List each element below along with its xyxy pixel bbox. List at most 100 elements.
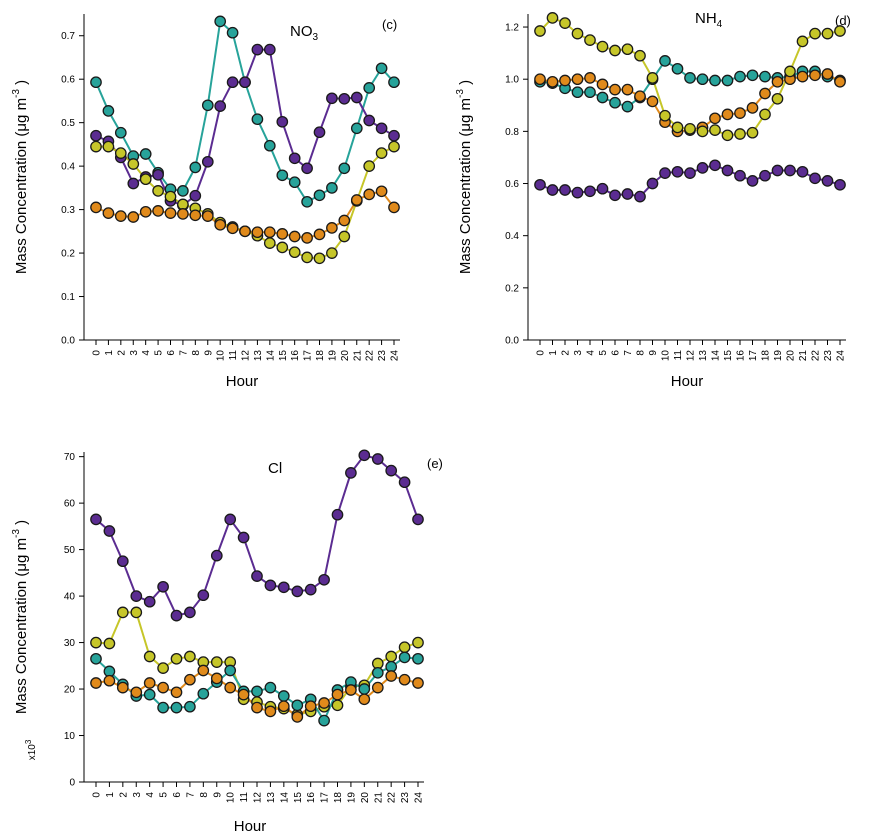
data-point — [102, 207, 115, 219]
data-point — [371, 453, 384, 465]
x-tick-label: 7 — [185, 792, 196, 798]
data-point — [288, 176, 301, 189]
data-point — [809, 69, 821, 82]
y-tick-label: 0.0 — [505, 336, 519, 347]
data-point — [571, 86, 584, 99]
data-point — [331, 508, 344, 521]
x-tick-label: 20 — [786, 350, 797, 362]
data-point — [304, 583, 317, 596]
data-point — [834, 75, 846, 88]
data-point — [375, 122, 388, 135]
data-point — [734, 107, 746, 119]
x-tick-label: 24 — [836, 350, 847, 362]
x-tick-label: 3 — [129, 350, 140, 356]
data-point — [371, 681, 384, 694]
y-axis-title: Mass Concentration (μg m-3 ) — [11, 80, 30, 274]
x-tick-label: 2 — [561, 350, 572, 356]
data-point — [226, 26, 239, 39]
data-point — [197, 664, 210, 677]
x-tick-label: 4 — [586, 350, 597, 356]
data-point — [157, 580, 169, 593]
y-tick-label: 0.8 — [505, 127, 519, 138]
data-point — [771, 164, 784, 177]
x-tick-label: 2 — [116, 350, 127, 356]
x-tick-label: 23 — [823, 350, 834, 362]
data-point — [210, 549, 223, 562]
y-tick-label: 1.0 — [505, 75, 519, 86]
data-point — [170, 701, 183, 714]
data-point — [412, 677, 424, 689]
x-tick-label: 13 — [698, 350, 709, 362]
data-point — [143, 595, 156, 608]
x-tick-label: 16 — [736, 350, 747, 362]
data-point — [103, 525, 116, 537]
x-axis-title: Hour — [671, 373, 704, 390]
data-point — [197, 589, 210, 602]
data-point — [534, 73, 546, 86]
data-point — [116, 681, 129, 694]
x-tick-label: 14 — [265, 350, 276, 362]
y-tick-label: 0.3 — [61, 205, 75, 216]
data-point — [746, 102, 759, 114]
data-point — [371, 666, 384, 679]
data-point — [277, 700, 290, 713]
data-point — [571, 73, 584, 86]
data-point — [331, 699, 344, 712]
data-point — [709, 74, 721, 87]
data-point — [709, 124, 721, 136]
data-point — [90, 76, 102, 89]
data-point — [197, 687, 210, 700]
data-point — [398, 673, 411, 686]
x-tick-label: 3 — [573, 350, 584, 356]
x-tick-label: 11 — [673, 350, 684, 361]
data-point — [102, 105, 115, 117]
data-point — [291, 711, 304, 723]
data-point — [398, 651, 411, 664]
y-tick-label: 0 — [69, 778, 75, 789]
data-point — [130, 606, 143, 619]
data-point — [239, 76, 251, 89]
x-tick-label: 1 — [548, 350, 559, 356]
x-tick-label: 13 — [253, 350, 264, 362]
data-point — [114, 147, 127, 159]
panel-letter: (e) — [427, 456, 443, 471]
data-point — [696, 162, 709, 174]
panel-title: NH4 — [695, 10, 723, 30]
data-point — [388, 140, 400, 153]
data-point — [734, 169, 746, 182]
data-point — [251, 570, 263, 582]
data-point — [709, 112, 721, 125]
data-point — [746, 175, 759, 187]
y-tick-label: 0.2 — [505, 283, 519, 294]
x-tick-label: 9 — [203, 350, 214, 356]
data-point — [103, 674, 116, 687]
data-point — [251, 701, 263, 714]
data-point — [114, 210, 127, 222]
x-tick-label: 24 — [390, 350, 401, 362]
data-point — [157, 662, 169, 674]
data-point — [276, 115, 289, 128]
x-tick-label: 21 — [352, 350, 363, 362]
data-point — [251, 113, 264, 126]
x-tick-label: 9 — [648, 350, 659, 356]
data-point — [326, 182, 338, 194]
data-point — [264, 705, 277, 718]
data-point — [263, 43, 276, 56]
y-tick-label: 30 — [64, 638, 76, 649]
x-tick-label: 0 — [92, 350, 103, 356]
y-tick-label: 70 — [64, 452, 76, 463]
data-point — [721, 164, 734, 177]
x-axis-title: Hour — [226, 373, 259, 390]
data-point — [546, 12, 559, 24]
data-point — [696, 125, 709, 138]
data-point — [210, 656, 223, 668]
data-point — [412, 636, 424, 649]
x-tick-label: 18 — [333, 792, 344, 804]
x-tick-label: 6 — [611, 350, 622, 356]
x-tick-label: 21 — [373, 792, 384, 804]
x-tick-label: 17 — [303, 350, 314, 362]
data-point — [224, 664, 237, 677]
data-point — [277, 690, 290, 702]
data-point — [584, 86, 596, 99]
